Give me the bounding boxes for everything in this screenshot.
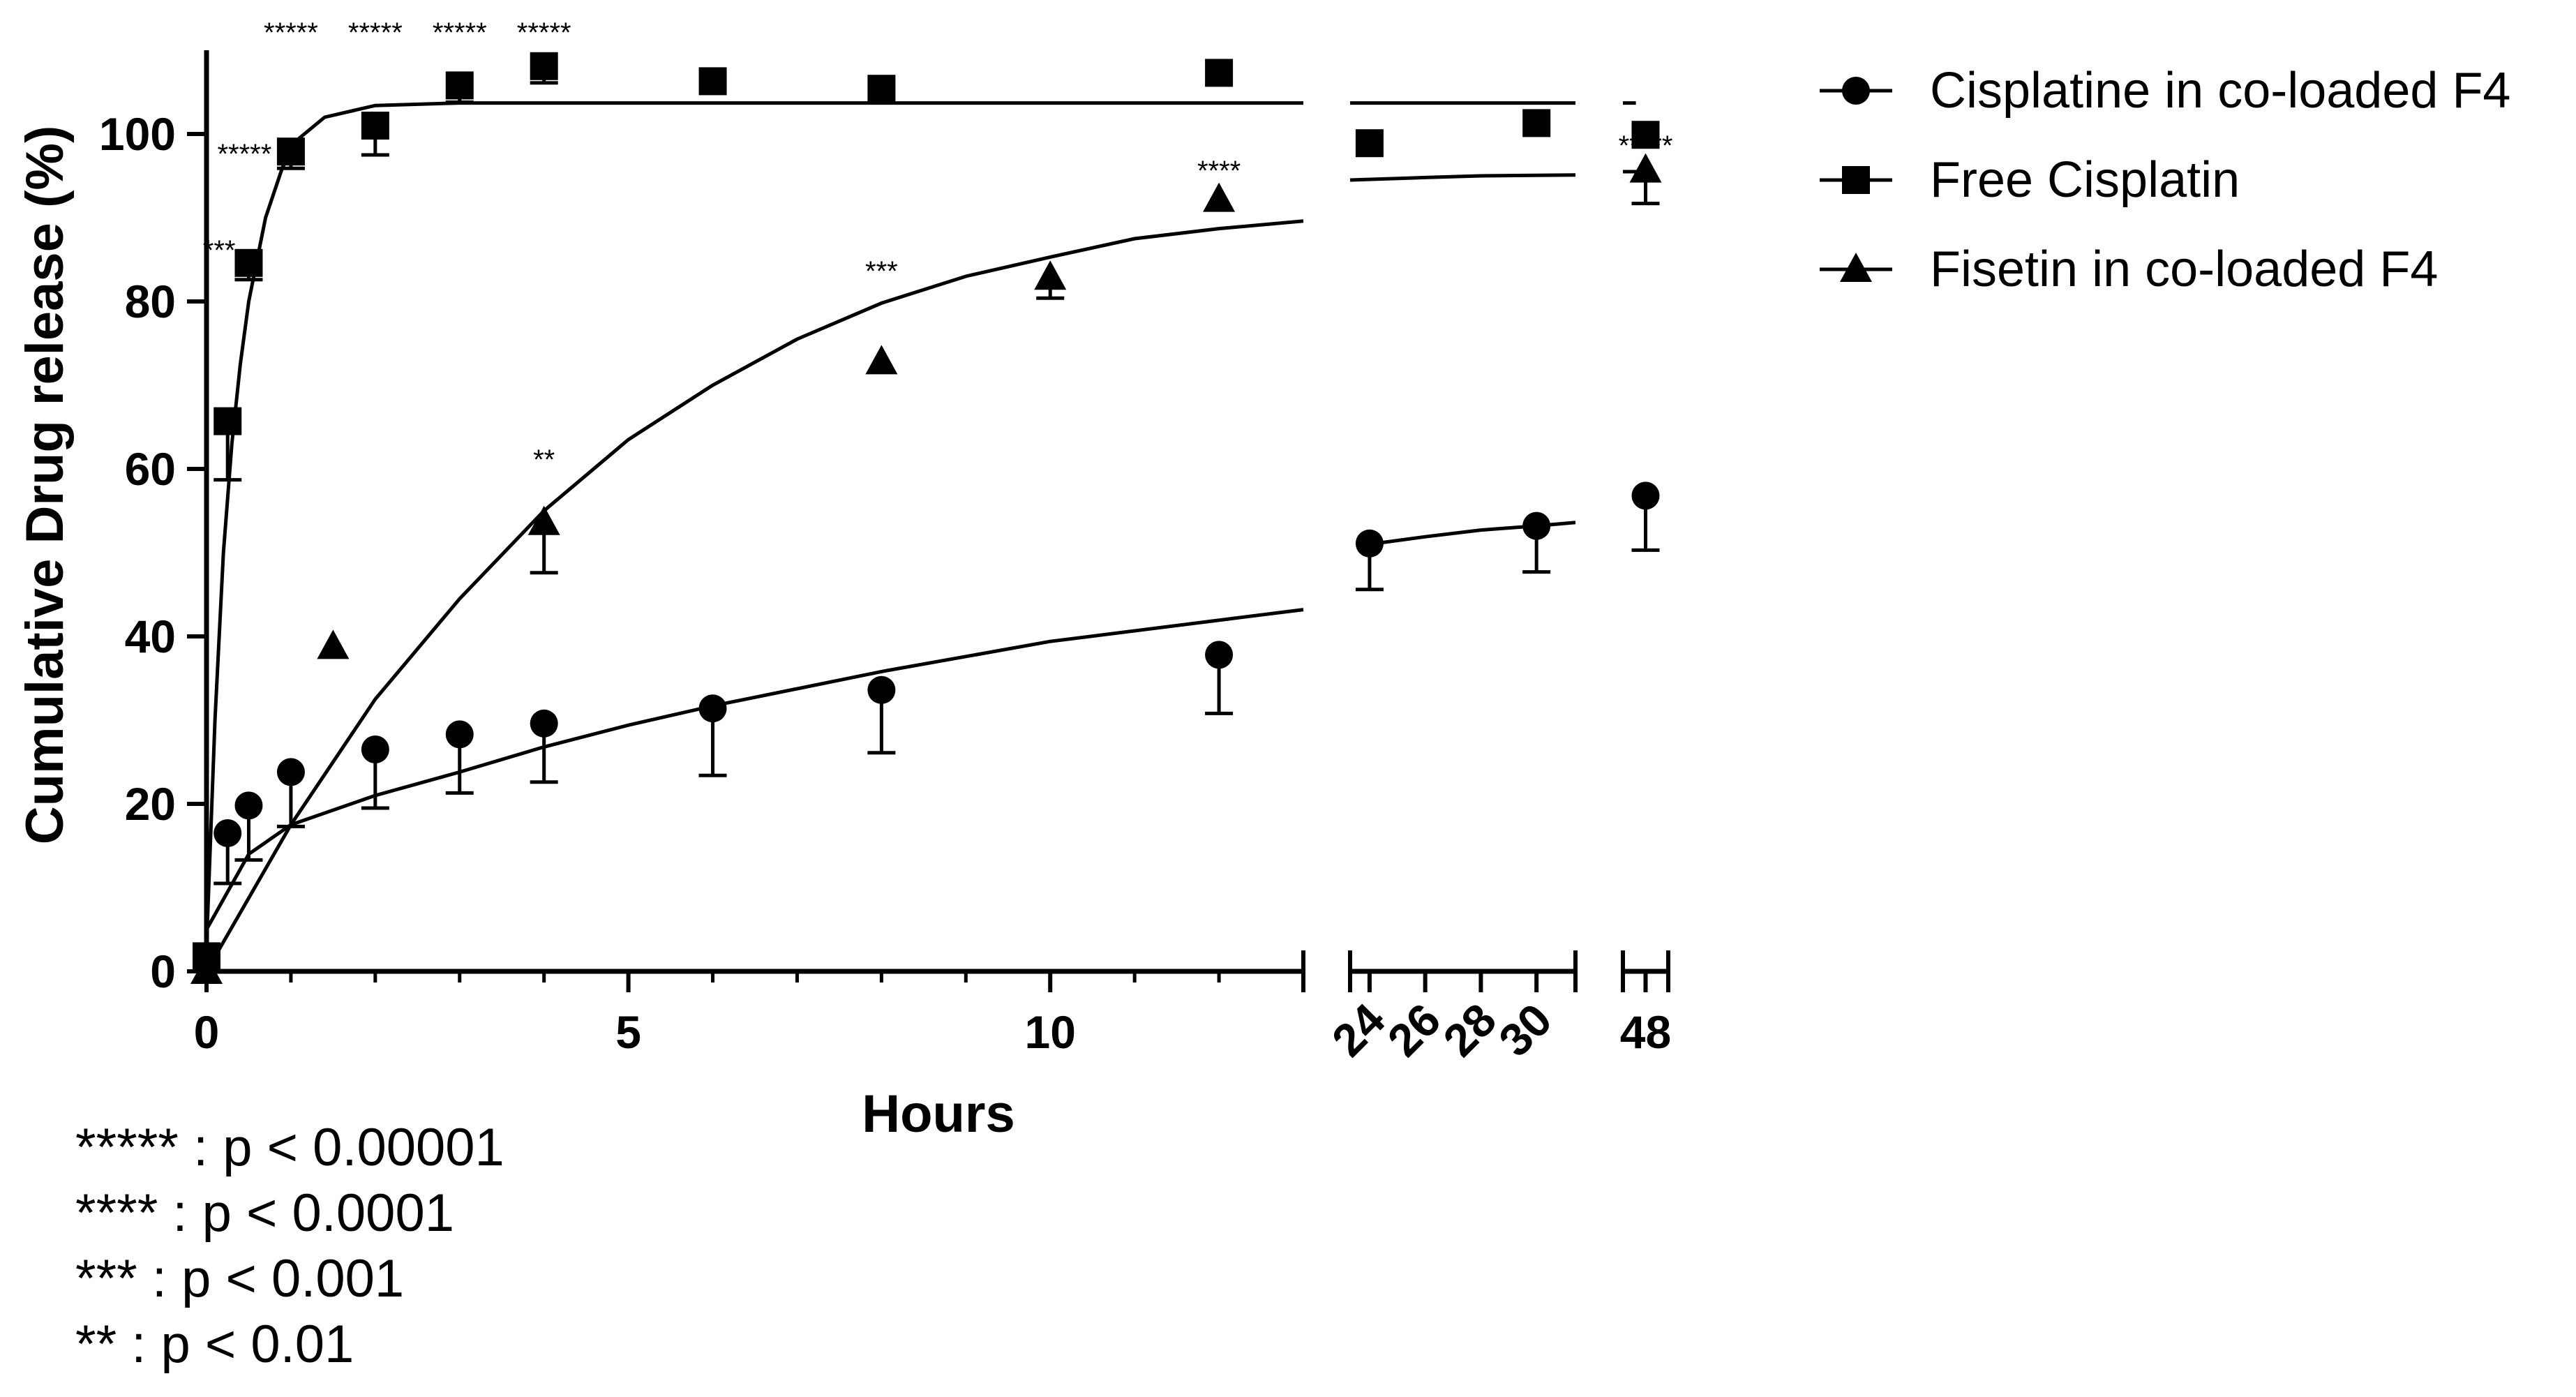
significance-stars: ***** (517, 17, 571, 48)
square-point (698, 67, 727, 96)
square-point (214, 407, 242, 435)
x-tick-label: 5 (615, 1006, 641, 1058)
y-tick-label: 60 (125, 443, 176, 495)
significance-annotations: ************* ***** ***** *****************… (203, 17, 1673, 475)
fit-curve-fisetin (204, 219, 1304, 973)
legend-item-free-cisplatin: Free Cisplatin (1820, 152, 2240, 208)
significance-stars: *** (865, 256, 898, 287)
square-point (1355, 129, 1384, 158)
square-point (1631, 121, 1660, 149)
y-tick-label: 100 (99, 108, 176, 160)
square-point (445, 71, 474, 100)
y-axis-label: Cumulative Drug release (%) (15, 126, 75, 845)
key-line-5-stars: ***** : p < 0.00001 (75, 1118, 504, 1177)
circle-point (445, 720, 474, 749)
circle-point (867, 675, 896, 704)
circle-point (1205, 641, 1234, 669)
legend-item-fisetin: Fisetin in co-loaded F4 (1820, 241, 2438, 297)
square-point (867, 75, 896, 103)
x-tick-label: 0 (194, 1006, 220, 1058)
circle-point (234, 791, 263, 820)
y-tick-label: 0 (150, 946, 176, 997)
circle-point (698, 694, 727, 723)
fit-curve-cisplatine (204, 608, 1304, 931)
triangle-point (527, 505, 560, 535)
circle-point (1631, 481, 1660, 510)
legend: Cisplatine in co-loaded F4 Free Cisplati… (1820, 63, 2510, 297)
significance-stars: *** (203, 235, 236, 266)
data-points (190, 52, 1662, 984)
x-tick-label: 10 (1025, 1006, 1076, 1058)
key-line-4-stars: **** : p < 0.0001 (75, 1183, 454, 1243)
key-line-3-stars: *** : p < 0.001 (75, 1249, 404, 1308)
significance-stars: ***** (348, 17, 403, 48)
legend-label: Free Cisplatin (1930, 152, 2240, 208)
fit-curves (204, 101, 1646, 973)
triangle-point (190, 955, 223, 984)
y-tick-label: 40 (125, 611, 176, 662)
square-point (276, 137, 305, 166)
circle-point (1355, 529, 1384, 558)
error-bars (214, 66, 1660, 886)
circle-point (361, 735, 389, 763)
fit-curve-fisetin (1349, 173, 1576, 182)
legend-label: Fisetin in co-loaded F4 (1930, 241, 2438, 297)
circle-point (1522, 511, 1551, 540)
fit-curve-free-cisplatin (204, 101, 1303, 947)
y-tick-label: 80 (125, 276, 176, 327)
triangle-point (865, 345, 898, 375)
x-axis-label: Hours (862, 1084, 1015, 1144)
significance-stars: ***** (264, 17, 318, 48)
square-marker-icon (1842, 166, 1870, 194)
y-tick-label: 20 (125, 778, 176, 830)
square-point (361, 112, 389, 140)
circle-point (214, 819, 242, 847)
triangle-point (317, 629, 350, 659)
square-point (530, 52, 558, 80)
significance-stars: ***** (217, 139, 271, 170)
square-point (1205, 59, 1234, 87)
circle-point (530, 709, 558, 738)
triangle-point (1629, 153, 1662, 183)
significance-stars: **** (1197, 156, 1241, 186)
circle-marker-icon (1842, 77, 1870, 105)
x-tick-label: 48 (1620, 1006, 1671, 1058)
triangle-point (1203, 182, 1236, 212)
legend-label: Cisplatine in co-loaded F4 (1930, 63, 2510, 119)
significance-stars: ***** (1619, 130, 1673, 161)
x-tick-label: 30 (1489, 994, 1562, 1066)
triangle-point (1034, 260, 1067, 290)
square-point (234, 248, 263, 277)
significance-stars: ** (533, 444, 555, 475)
circle-point (276, 758, 305, 786)
triangle-marker-icon (1840, 253, 1872, 282)
key-line-2-stars: ** : p < 0.01 (75, 1315, 354, 1374)
square-point (1522, 109, 1551, 137)
significance-stars: ***** (433, 17, 487, 48)
legend-item-cisplatine: Cisplatine in co-loaded F4 (1820, 63, 2510, 119)
significance-key: ***** : p < 0.00001 **** : p < 0.0001 **… (75, 1118, 504, 1374)
